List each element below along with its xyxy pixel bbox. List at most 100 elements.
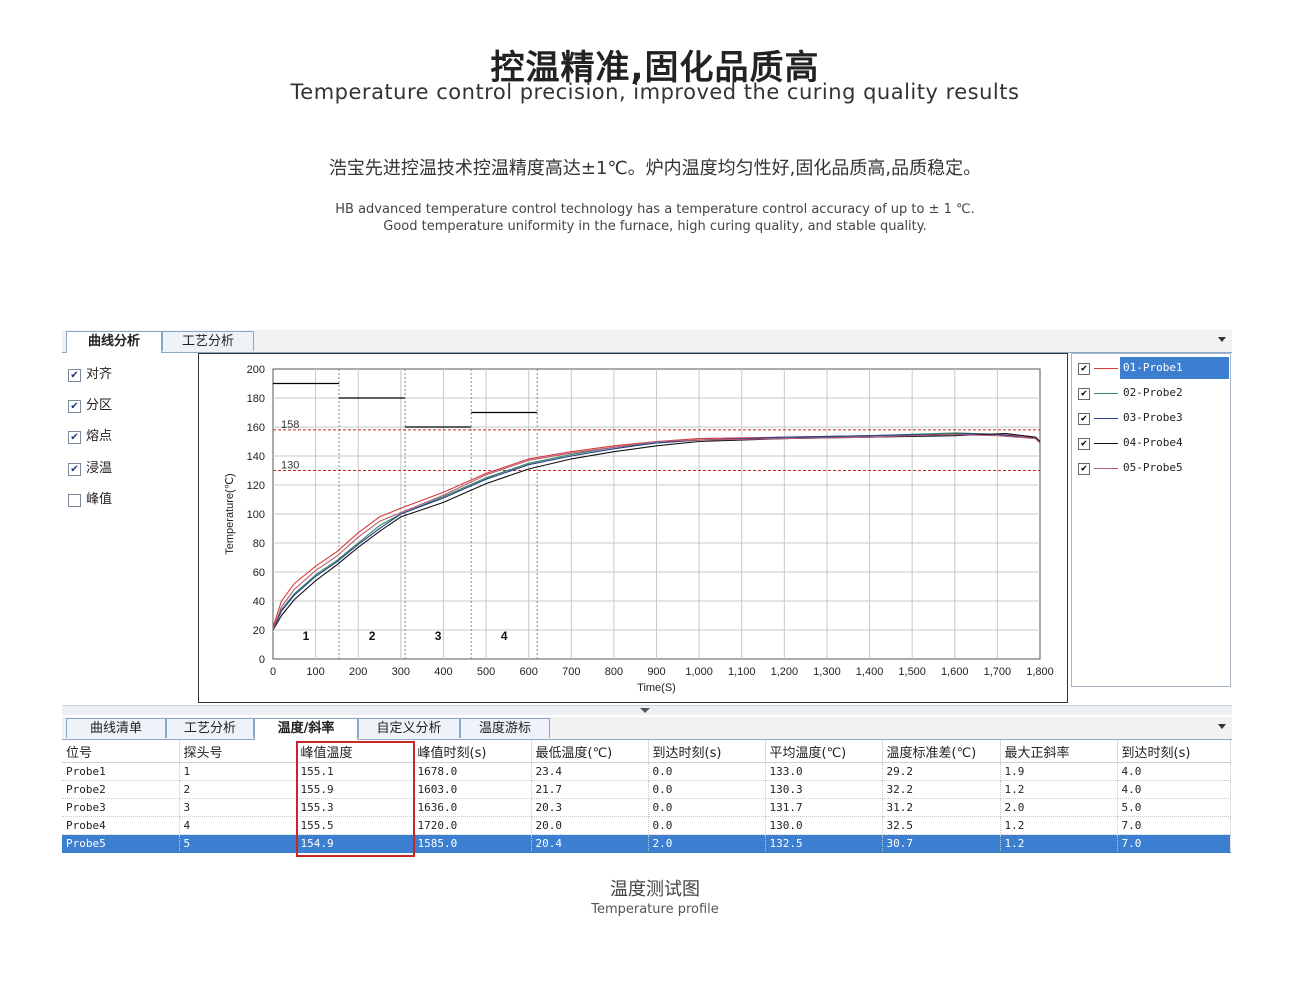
table-cell: 31.2 <box>882 798 1001 817</box>
table-cell: 1.2 <box>1000 834 1118 853</box>
table-cell: 1 <box>179 762 297 781</box>
col-header-peak-time[interactable]: 峰值时刻(s) <box>413 740 532 763</box>
chevron-down-icon[interactable] <box>1218 724 1226 729</box>
checkbox-align[interactable]: ✔ <box>68 368 81 382</box>
option-zones[interactable]: ✔ 分区 <box>68 397 112 415</box>
panel-splitter[interactable] <box>62 705 1232 715</box>
col-header-position[interactable]: 位号 <box>62 740 180 763</box>
tab-process-analysis[interactable]: 工艺分析 <box>162 331 254 351</box>
x-tick-label: 1,200 <box>771 666 799 678</box>
legend-checkbox-probe1[interactable]: ✔ <box>1078 363 1090 375</box>
table-cell: 1603.0 <box>413 780 532 799</box>
table-header-row: 位号 探头号 峰值温度 峰值时刻(s) 最低温度(℃) 到达时刻(s) 平均温度… <box>62 740 1231 763</box>
legend-item-probe5[interactable]: ✔ 05-Probe5 <box>1076 457 1228 479</box>
legend-item-probe4[interactable]: ✔ 04-Probe4 <box>1076 432 1228 454</box>
option-soak[interactable]: ✔ 浸温 <box>68 460 112 478</box>
table-row-selected[interactable]: Probe5 5 154.9 1585.0 20.4 2.0 132.5 30.7 1.2 7.0 <box>62 834 1231 853</box>
collapse-arrow-icon[interactable] <box>640 708 650 713</box>
x-tick-label: 900 <box>647 666 665 678</box>
table-cell: 3 <box>179 798 297 817</box>
table-cell: 5.0 <box>1117 798 1231 817</box>
y-tick-label: 60 <box>253 567 265 579</box>
reference-line-label: 130 <box>281 460 299 472</box>
table-cell: Probe2 <box>62 780 180 799</box>
x-tick-label: 700 <box>562 666 580 678</box>
x-tick-label: 1,700 <box>984 666 1012 678</box>
checkbox-soak[interactable]: ✔ <box>68 462 81 476</box>
tab-temperature-cursor[interactable]: 温度游标 <box>460 718 550 738</box>
legend-item-probe2[interactable]: ✔ 02-Probe2 <box>1076 382 1228 404</box>
checkbox-melting-point[interactable]: ✔ <box>68 430 81 444</box>
tab-curve-analysis[interactable]: 曲线分析 <box>66 331 162 353</box>
legend-checkbox-probe3[interactable]: ✔ <box>1078 413 1090 425</box>
legend-checkbox-probe5[interactable]: ✔ <box>1078 463 1090 475</box>
table-row[interactable]: Probe1 1 155.1 1678.0 23.4 0.0 133.0 29.2 1.9 4.0 <box>62 762 1231 781</box>
table-cell: 1.2 <box>1000 780 1118 799</box>
x-tick-label: 1,100 <box>728 666 756 678</box>
y-axis-label: Temperature(℃) <box>224 473 236 554</box>
table-cell: Probe4 <box>62 816 180 835</box>
col-header-probe-no[interactable]: 探头号 <box>179 740 297 763</box>
table-cell: 155.1 <box>296 762 414 781</box>
table-cell: 132.5 <box>765 834 883 853</box>
legend-checkbox-probe2[interactable]: ✔ <box>1078 388 1090 400</box>
col-header-min-temp[interactable]: 最低温度(℃) <box>531 740 649 763</box>
col-header-reach-time[interactable]: 到达时刻(s) <box>648 740 766 763</box>
zone-label: 1 <box>303 629 310 643</box>
profile-analysis-window: 曲线分析 工艺分析 ✔ 对齐 ✔ 分区 ✔ 熔点 ✔ 浸温 峰值 0 100 200 300 4… <box>62 330 1232 858</box>
option-zones-label: 分区 <box>86 398 113 413</box>
x-tick-label: 1,300 <box>813 666 841 678</box>
table-cell: 7.0 <box>1117 816 1231 835</box>
table-cell: 32.2 <box>882 780 1001 799</box>
chevron-down-icon[interactable] <box>1218 337 1226 342</box>
legend-swatch-probe3 <box>1094 418 1118 419</box>
col-header-max-slope[interactable]: 最大正斜率 <box>1000 740 1118 763</box>
table-row[interactable]: Probe4 4 155.5 1720.0 20.0 0.0 130.0 32.5 1.2 7.0 <box>62 816 1231 835</box>
legend-swatch-probe5 <box>1094 468 1118 469</box>
x-tick-label: 500 <box>477 666 495 678</box>
table-cell: 5 <box>179 834 297 853</box>
checkbox-peak[interactable] <box>68 493 81 507</box>
bottom-tab-bar: 曲线清单 工艺分析 温度/斜率 自定义分析 温度游标 <box>62 717 1232 740</box>
option-peak[interactable]: 峰值 <box>68 491 112 509</box>
y-tick-label: 0 <box>259 654 265 666</box>
probe-legend: ✔ 01-Probe1 ✔ 02-Probe2 ✔ 03-Probe3 ✔ 04… <box>1071 353 1231 687</box>
y-tick-label: 40 <box>253 596 265 608</box>
zone-label: 2 <box>369 629 376 643</box>
table-cell: 20.3 <box>531 798 649 817</box>
col-header-temp-stddev[interactable]: 温度标准差(℃) <box>882 740 1001 763</box>
legend-swatch-probe1 <box>1094 368 1118 369</box>
table-cell: 130.3 <box>765 780 883 799</box>
option-melting-point[interactable]: ✔ 熔点 <box>68 428 112 446</box>
col-header-peak-temp[interactable]: 峰值温度 <box>296 740 414 763</box>
table-cell: 130.0 <box>765 816 883 835</box>
top-tab-bar: 曲线分析 工艺分析 <box>62 330 1232 353</box>
legend-checkbox-probe4[interactable]: ✔ <box>1078 438 1090 450</box>
y-tick-label: 160 <box>247 422 265 434</box>
tab-temperature-slope[interactable]: 温度/斜率 <box>254 718 358 740</box>
tab-process-analysis-bottom[interactable]: 工艺分析 <box>166 718 254 738</box>
legend-item-probe3[interactable]: ✔ 03-Probe3 <box>1076 407 1228 429</box>
table-cell: 21.7 <box>531 780 649 799</box>
legend-label-probe1: 01-Probe1 <box>1120 357 1229 379</box>
temperature-chart: 0 100 200 300 400 500 600 700 800 900 1,000 1,100 1,… <box>198 353 1068 703</box>
table-cell: Probe1 <box>62 762 180 781</box>
y-tick-label: 80 <box>253 538 265 550</box>
table-row[interactable]: Probe3 3 155.3 1636.0 20.3 0.0 131.7 31.2 2.0 5.0 <box>62 798 1231 817</box>
table-cell: 20.4 <box>531 834 649 853</box>
legend-item-probe1[interactable]: ✔ 01-Probe1 <box>1076 357 1229 379</box>
option-align[interactable]: ✔ 对齐 <box>68 366 112 384</box>
tab-custom-analysis[interactable]: 自定义分析 <box>358 718 460 738</box>
x-tick-label: 1,400 <box>856 666 884 678</box>
x-tick-label: 200 <box>349 666 367 678</box>
checkbox-zones[interactable]: ✔ <box>68 399 81 413</box>
tab-curve-list[interactable]: 曲线清单 <box>66 718 166 738</box>
table-row[interactable]: Probe2 2 155.9 1603.0 21.7 0.0 130.3 32.2 1.2 4.0 <box>62 780 1231 799</box>
legend-swatch-probe4 <box>1094 443 1118 444</box>
description-en-line1: HB advanced temperature control technolo… <box>335 202 975 217</box>
col-header-slope-reach-time[interactable]: 到达时刻(s) <box>1117 740 1231 763</box>
chart-canvas: 0 100 200 300 400 500 600 700 800 900 1,000 1,100 1,… <box>224 364 1054 694</box>
col-header-avg-temp[interactable]: 平均温度(℃) <box>765 740 883 763</box>
table-cell: Probe5 <box>62 834 180 853</box>
description-en-line2: Good temperature uniformity in the furna… <box>383 219 927 234</box>
